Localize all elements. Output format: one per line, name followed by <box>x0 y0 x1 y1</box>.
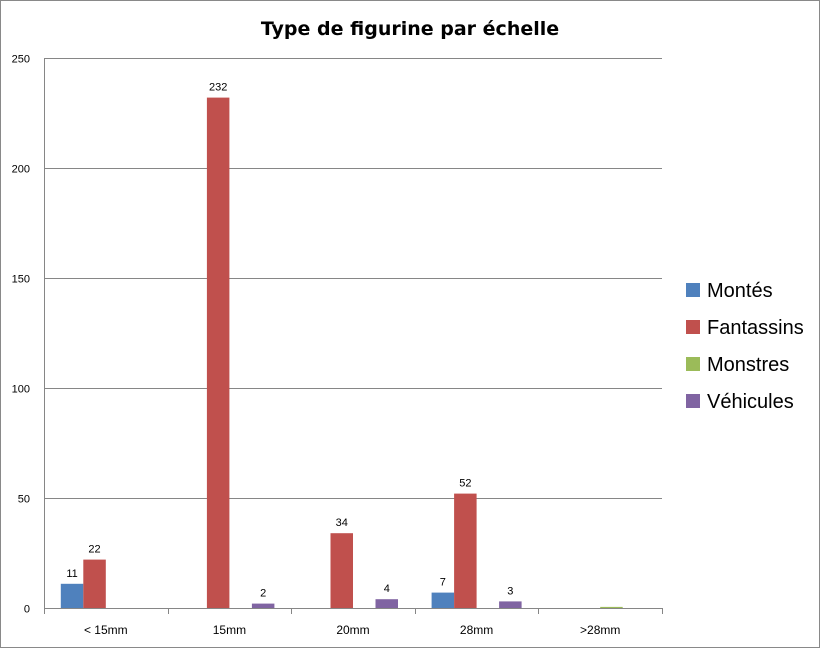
legend-label: Fantassins <box>707 317 804 339</box>
bar <box>375 599 398 608</box>
legend-swatch <box>686 394 700 408</box>
bar <box>431 592 455 608</box>
legend: Montés Fantassins Monstres Véhicules <box>686 280 804 413</box>
y-tick-label: 100 <box>12 384 30 396</box>
x-tick-label: 28mm <box>460 623 493 637</box>
data-label: 52 <box>459 478 471 490</box>
bar <box>83 559 106 608</box>
data-label: 3 <box>507 585 513 597</box>
legend-label: Montés <box>707 280 773 302</box>
gridlines <box>44 58 662 499</box>
data-label: 11 <box>66 568 77 580</box>
data-label: 2 <box>260 588 266 600</box>
y-tick-label: 0 <box>24 604 30 616</box>
bar <box>251 603 275 608</box>
bar <box>330 533 353 608</box>
bar <box>499 601 522 608</box>
legend-swatch <box>686 283 700 297</box>
x-tick-label: 15mm <box>213 623 246 637</box>
bars <box>60 97 623 608</box>
legend-label: Monstres <box>707 354 789 376</box>
x-tick-label: 20mm <box>336 623 369 637</box>
data-label: 7 <box>440 577 446 589</box>
legend-label: Véhicules <box>707 391 794 413</box>
bar <box>454 493 477 608</box>
y-tick-label: 150 <box>12 274 30 286</box>
data-labels: 11 22 232 2 34 4 7 52 3 <box>66 82 513 600</box>
axes: 0 50 100 150 200 250 < 15mm 15mm 20mm 28mm >28mm <box>12 54 663 637</box>
data-label: 232 <box>209 82 227 94</box>
bar <box>60 583 84 608</box>
legend-swatch <box>686 357 700 371</box>
y-tick-label: 50 <box>18 494 30 506</box>
data-label: 22 <box>88 544 100 556</box>
data-label: 34 <box>336 517 348 529</box>
x-tick-label: >28mm <box>580 623 620 637</box>
chart-title: Type de figurine par échelle <box>261 18 559 40</box>
y-tick-label: 200 <box>12 164 30 176</box>
y-tick-label: 250 <box>12 54 30 66</box>
data-label: 4 <box>384 583 390 595</box>
x-tick-label: < 15mm <box>84 623 128 637</box>
legend-swatch <box>686 320 700 334</box>
bar <box>600 606 623 608</box>
bar <box>206 97 230 608</box>
